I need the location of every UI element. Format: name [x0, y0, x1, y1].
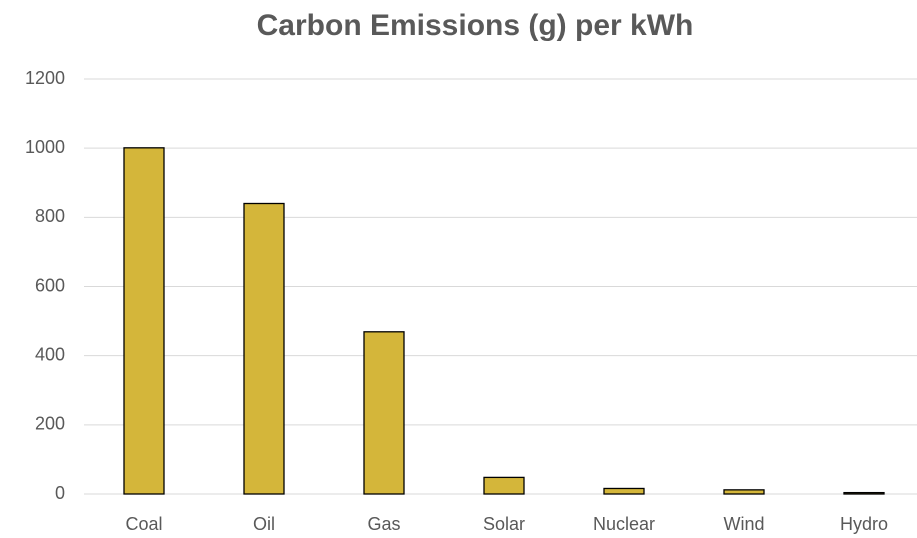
y-tick-label: 0: [55, 483, 65, 503]
y-tick-label: 400: [35, 344, 65, 364]
bar: [363, 331, 405, 495]
bar: [243, 202, 285, 495]
y-tick-label: 1000: [25, 137, 65, 157]
bar: [123, 147, 165, 495]
x-tick-label: Gas: [367, 514, 400, 534]
x-tick-label: Hydro: [840, 514, 888, 534]
bar: [483, 476, 525, 495]
y-tick-label: 1200: [25, 68, 65, 88]
y-tick-label: 200: [35, 414, 65, 434]
y-tick-label: 600: [35, 275, 65, 295]
bar: [603, 487, 645, 495]
x-tick-label: Coal: [125, 514, 162, 534]
x-tick-label: Solar: [483, 514, 525, 534]
bar: [723, 489, 765, 495]
x-tick-label: Oil: [253, 514, 275, 534]
y-tick-label: 800: [35, 206, 65, 226]
chart-title: Carbon Emissions (g) per kWh: [257, 9, 694, 42]
bar: [843, 491, 885, 495]
x-tick-label: Wind: [723, 514, 764, 534]
x-tick-label: Nuclear: [593, 514, 655, 534]
